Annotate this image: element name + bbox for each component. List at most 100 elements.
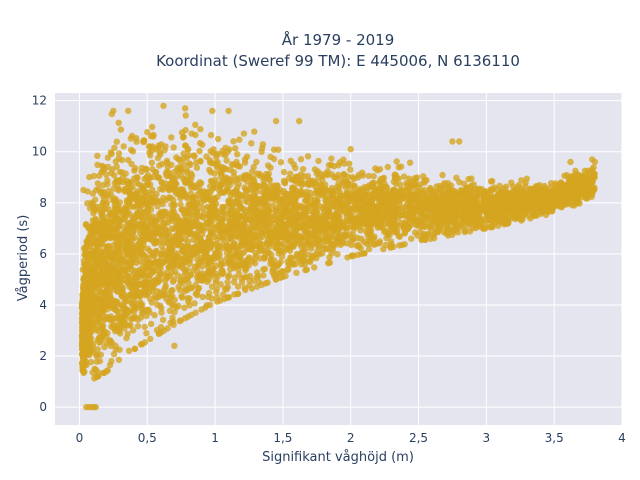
data-point xyxy=(453,211,460,219)
data-point xyxy=(150,133,157,140)
data-point xyxy=(369,210,376,218)
data-point xyxy=(219,260,227,267)
data-point xyxy=(253,273,261,281)
data-point xyxy=(136,301,143,309)
data-point xyxy=(251,128,258,135)
data-point xyxy=(247,213,254,220)
data-point xyxy=(89,321,97,329)
data-point xyxy=(100,251,107,258)
data-point xyxy=(343,190,350,197)
data-point xyxy=(185,146,192,153)
data-point xyxy=(406,215,413,223)
data-point xyxy=(91,276,98,283)
data-point xyxy=(96,172,103,179)
data-point xyxy=(214,273,221,280)
data-point xyxy=(504,194,511,202)
data-point xyxy=(137,341,145,348)
data-point xyxy=(267,220,274,227)
data-point xyxy=(223,255,230,262)
data-point xyxy=(260,272,267,279)
data-point xyxy=(442,203,450,211)
data-point xyxy=(327,240,334,247)
data-point xyxy=(115,257,122,265)
data-point xyxy=(519,216,526,223)
data-point xyxy=(102,206,109,213)
data-point xyxy=(262,227,270,235)
data-point xyxy=(95,315,103,322)
data-point xyxy=(79,283,87,291)
data-point xyxy=(384,230,391,237)
data-point xyxy=(183,154,190,161)
data-point xyxy=(241,159,249,166)
data-point xyxy=(269,238,276,245)
data-point xyxy=(191,184,198,191)
data-point xyxy=(224,214,231,221)
data-point xyxy=(329,246,337,253)
data-point xyxy=(244,192,251,200)
data-point xyxy=(100,270,107,278)
data-point xyxy=(148,233,155,240)
data-point xyxy=(110,351,118,358)
data-point xyxy=(390,211,397,219)
data-point xyxy=(252,183,259,191)
data-point xyxy=(341,160,348,167)
data-point xyxy=(146,263,153,270)
data-point xyxy=(115,220,123,227)
data-point xyxy=(188,130,195,137)
data-point xyxy=(276,225,283,232)
data-point xyxy=(165,216,173,224)
data-point xyxy=(335,234,342,241)
data-point xyxy=(235,206,242,213)
data-point xyxy=(177,201,184,208)
data-point xyxy=(89,369,96,376)
data-point xyxy=(251,234,258,241)
data-point xyxy=(574,195,581,203)
data-point xyxy=(111,144,118,151)
data-point xyxy=(156,276,163,284)
data-point xyxy=(214,236,221,243)
data-point xyxy=(536,182,543,189)
data-point xyxy=(301,213,308,220)
data-point xyxy=(265,176,273,183)
data-point xyxy=(188,172,196,179)
data-point xyxy=(267,182,274,189)
data-point xyxy=(375,210,383,217)
data-point xyxy=(227,246,234,253)
data-point xyxy=(226,220,234,228)
data-point xyxy=(186,160,193,167)
data-point xyxy=(212,262,220,269)
data-point xyxy=(346,160,353,167)
data-point xyxy=(181,228,188,235)
data-point xyxy=(100,369,108,376)
data-point xyxy=(270,266,277,274)
data-point xyxy=(147,335,154,343)
data-point xyxy=(124,330,131,337)
data-point xyxy=(317,226,325,233)
data-point xyxy=(163,238,171,245)
data-point xyxy=(182,249,190,256)
data-point xyxy=(247,240,254,247)
data-point xyxy=(192,309,199,316)
data-point xyxy=(522,196,529,203)
data-point xyxy=(292,261,299,268)
data-point xyxy=(427,226,434,233)
data-point xyxy=(309,209,317,216)
data-point xyxy=(311,264,318,271)
data-point xyxy=(344,254,351,261)
data-point xyxy=(287,256,294,263)
data-point xyxy=(549,208,556,215)
data-point xyxy=(168,134,175,141)
data-point xyxy=(152,258,159,265)
data-point xyxy=(313,254,320,262)
data-point xyxy=(391,174,399,182)
data-point xyxy=(223,157,230,164)
data-point xyxy=(584,167,592,174)
data-point xyxy=(240,235,247,242)
data-point xyxy=(232,252,239,259)
data-point xyxy=(383,184,390,191)
data-point xyxy=(323,216,330,223)
data-point xyxy=(274,262,281,269)
data-point xyxy=(158,160,166,168)
data-point xyxy=(293,269,300,276)
data-point xyxy=(84,277,91,285)
